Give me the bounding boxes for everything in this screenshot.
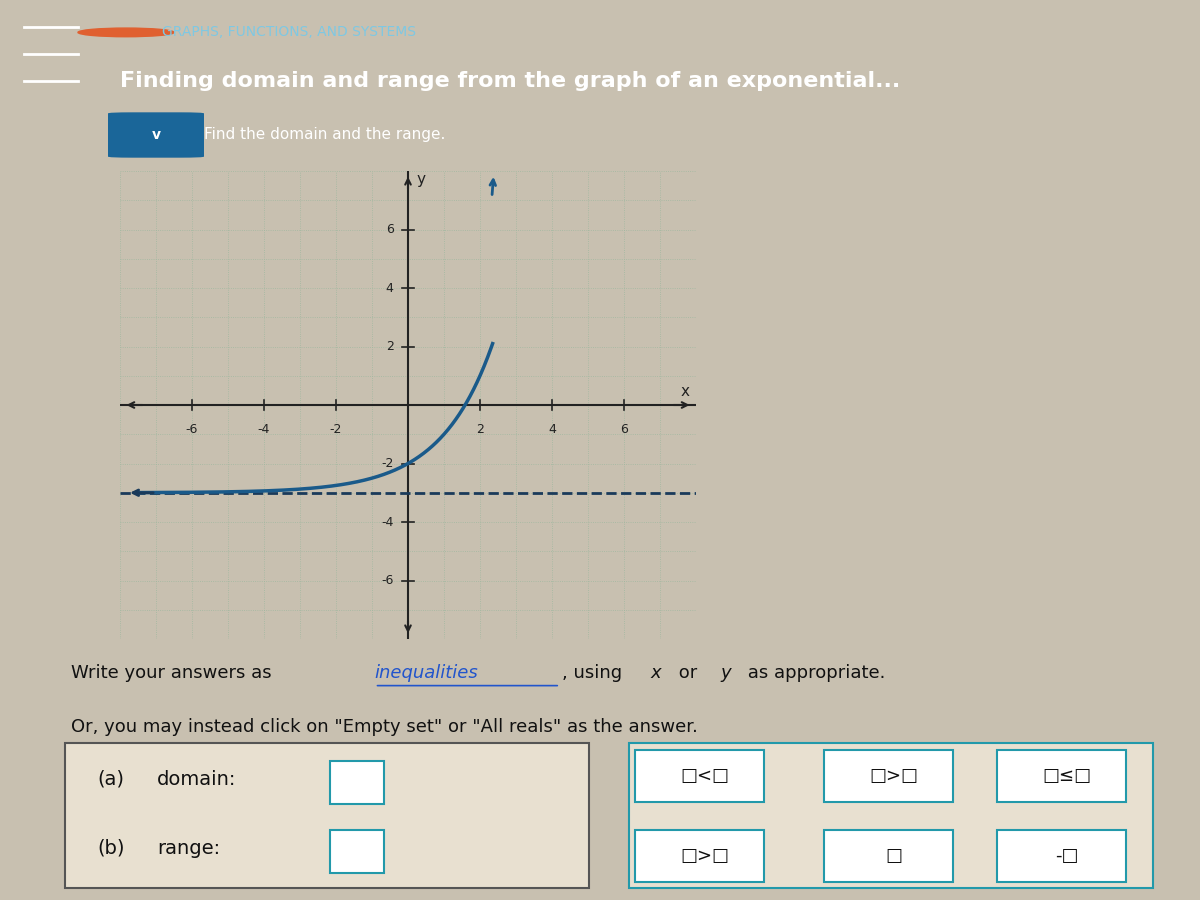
Text: 4: 4 <box>385 282 394 294</box>
FancyBboxPatch shape <box>330 760 384 804</box>
Text: x: x <box>650 664 661 682</box>
Text: 6: 6 <box>620 423 628 436</box>
Text: □: □ <box>886 847 902 865</box>
Text: x: x <box>680 384 690 400</box>
Text: v: v <box>151 128 161 142</box>
FancyBboxPatch shape <box>635 830 764 882</box>
Text: -6: -6 <box>186 423 198 436</box>
Text: □≤□: □≤□ <box>1043 767 1091 785</box>
Text: □>□: □>□ <box>680 847 730 865</box>
Text: -4: -4 <box>258 423 270 436</box>
Text: 2: 2 <box>476 423 484 436</box>
FancyBboxPatch shape <box>108 112 204 158</box>
Text: Find the domain and the range.: Find the domain and the range. <box>204 128 445 142</box>
FancyBboxPatch shape <box>635 751 764 802</box>
Text: □<□: □<□ <box>680 767 730 785</box>
Text: GRAPHS, FUNCTIONS, AND SYSTEMS: GRAPHS, FUNCTIONS, AND SYSTEMS <box>162 25 416 40</box>
FancyBboxPatch shape <box>823 830 953 882</box>
FancyBboxPatch shape <box>996 830 1127 882</box>
Text: , using: , using <box>563 664 628 682</box>
Text: Finding domain and range from the graph of an exponential...: Finding domain and range from the graph … <box>120 71 900 91</box>
FancyBboxPatch shape <box>66 742 589 888</box>
Text: domain:: domain: <box>157 770 236 788</box>
FancyBboxPatch shape <box>823 751 953 802</box>
FancyBboxPatch shape <box>330 830 384 873</box>
Text: -2: -2 <box>330 423 342 436</box>
Circle shape <box>78 28 174 37</box>
Text: 6: 6 <box>385 223 394 236</box>
FancyBboxPatch shape <box>629 742 1153 888</box>
Text: (b): (b) <box>98 839 125 858</box>
Text: or: or <box>673 664 703 682</box>
Text: 2: 2 <box>385 340 394 353</box>
Text: y: y <box>720 664 731 682</box>
Text: y: y <box>416 172 425 187</box>
Text: 4: 4 <box>548 423 556 436</box>
Text: □>□: □>□ <box>870 767 918 785</box>
Text: Write your answers as: Write your answers as <box>71 664 277 682</box>
Text: (a): (a) <box>98 770 125 788</box>
FancyBboxPatch shape <box>996 751 1127 802</box>
Text: inequalities: inequalities <box>374 664 479 682</box>
Text: -□: -□ <box>1055 847 1079 865</box>
Text: as appropriate.: as appropriate. <box>743 664 886 682</box>
Text: -4: -4 <box>382 516 394 528</box>
Text: Or, you may instead click on "Empty set" or "All reals" as the answer.: Or, you may instead click on "Empty set"… <box>71 718 698 736</box>
Text: -6: -6 <box>382 574 394 587</box>
Text: range:: range: <box>157 839 221 858</box>
Text: -2: -2 <box>382 457 394 470</box>
